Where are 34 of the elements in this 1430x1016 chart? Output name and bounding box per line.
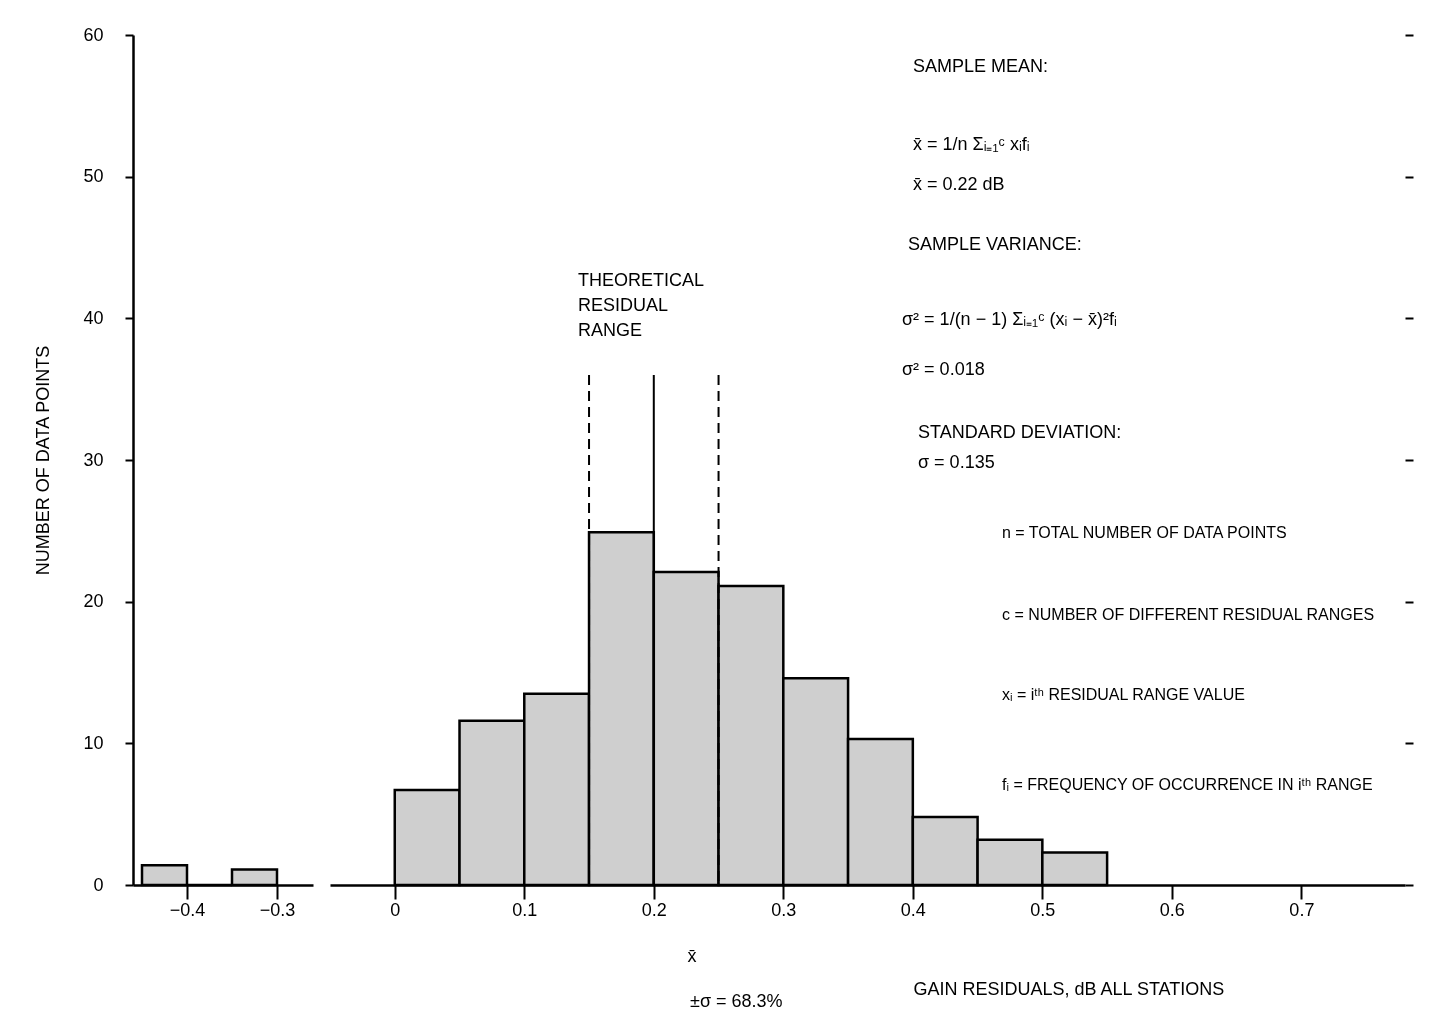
x-tick-label: 0.1 xyxy=(512,899,538,920)
x-tick-label: −0.3 xyxy=(259,899,296,920)
annotation: σ² = 0.018 xyxy=(902,359,985,379)
x-tick-label: 0.4 xyxy=(900,899,926,920)
x-tick-label: 0.3 xyxy=(771,899,797,920)
annotation: x̄ = 0.22 dB xyxy=(913,174,1005,194)
x-tick-label: 0.7 xyxy=(1289,899,1315,920)
annotation: σ² = 1/(n − 1) Σᵢ₌₁ᶜ (xᵢ − x̄)²fᵢ xyxy=(902,309,1117,329)
annotation: x̄ = 1/n Σᵢ₌₁ᶜ xᵢfᵢ xyxy=(913,134,1030,154)
y-tick-label: 40 xyxy=(83,307,104,328)
text: x̄ xyxy=(687,946,697,966)
annotation: SAMPLE MEAN: xyxy=(913,56,1049,76)
annotation: n = TOTAL NUMBER OF DATA POINTS xyxy=(1002,524,1287,541)
y-tick-label: 20 xyxy=(83,591,104,612)
text: ±σ = 68.3% xyxy=(690,991,783,1011)
y-tick-label: 60 xyxy=(83,24,104,45)
annotation: THEORETICAL RESIDUAL RANGE xyxy=(578,270,705,340)
annotation: xᵢ = iᵗʰ RESIDUAL RANGE VALUE xyxy=(1002,686,1245,703)
annotation: c = NUMBER OF DIFFERENT RESIDUAL RANGES xyxy=(1002,606,1375,623)
annotation: STANDARD DEVIATION: xyxy=(918,422,1122,442)
x-tick-label: 0.6 xyxy=(1159,899,1185,920)
x-axis-title: GAIN RESIDUALS, dB ALL STATIONS xyxy=(913,978,1225,999)
x-tick-label: 0 xyxy=(390,899,401,920)
annotation: SAMPLE VARIANCE: xyxy=(908,234,1082,254)
x-tick-label: 0.5 xyxy=(1030,899,1056,920)
y-tick-label: 30 xyxy=(83,449,104,470)
y-tick-label: 0 xyxy=(93,874,104,895)
x-tick-label: 0.2 xyxy=(641,899,667,920)
annotation: fᵢ = FREQUENCY OF OCCURRENCE IN iᵗʰ RANGE xyxy=(1002,776,1373,793)
y-axis-title: NUMBER OF DATA POINTS xyxy=(33,345,54,576)
annotation: σ = 0.135 xyxy=(918,452,995,472)
x-tick-label: −0.4 xyxy=(169,899,206,920)
y-tick-label: 10 xyxy=(83,732,104,753)
y-tick-label: 50 xyxy=(83,166,104,187)
